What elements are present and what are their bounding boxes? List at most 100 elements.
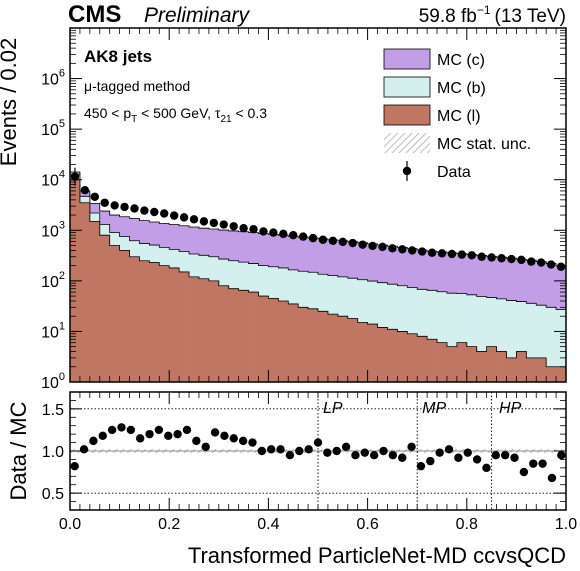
data-point-29 bbox=[358, 240, 367, 249]
bar-mc_l-26 bbox=[327, 314, 339, 382]
bar-mc_l-35 bbox=[417, 336, 428, 382]
bar-mc_b-36 bbox=[427, 290, 438, 382]
main-y-axis-label: Events / 0.02 bbox=[0, 38, 21, 166]
bar-mc_l-4 bbox=[109, 245, 120, 382]
ratio-y-tick-label-0: 0.5 bbox=[42, 486, 64, 503]
data-point-5 bbox=[120, 202, 129, 212]
data-point-43 bbox=[497, 254, 506, 263]
data-point-12 bbox=[189, 215, 199, 224]
ratio-point-37 bbox=[416, 461, 426, 471]
bar-mc_l-47 bbox=[536, 357, 547, 382]
data-point-25 bbox=[318, 235, 328, 244]
data-point-13 bbox=[199, 217, 209, 226]
legend-swatch-mc_c bbox=[383, 48, 431, 70]
bar-mc_l-13 bbox=[198, 278, 210, 382]
ratio-y-axis: 0.5 1.0 1.5 bbox=[42, 391, 566, 511]
ratio-point-31 bbox=[360, 448, 369, 457]
legend-label-mc_l: MC (l) bbox=[437, 108, 481, 125]
data-point-48 bbox=[546, 260, 556, 269]
data-point-20 bbox=[269, 228, 278, 237]
data-point-15 bbox=[219, 220, 228, 229]
ratio-content: LP MP HP bbox=[70, 392, 566, 510]
ratio-point-43 bbox=[472, 455, 482, 464]
data-point-40 bbox=[467, 251, 476, 260]
bar-mc_l-3 bbox=[99, 235, 111, 382]
bar-mc_l-15 bbox=[218, 285, 230, 382]
main-y-tick-label-5: 105 bbox=[41, 118, 65, 139]
lumi-label: 59.8 fb−1 (13 TeV) bbox=[419, 3, 566, 27]
data-point-41 bbox=[477, 252, 486, 261]
bar-mc_b-37 bbox=[437, 291, 448, 382]
data-point-46 bbox=[527, 257, 536, 266]
bar-mc_l-2 bbox=[89, 221, 101, 382]
ratio-point-38 bbox=[426, 456, 435, 466]
ratio-y-tick-label-1: 1.0 bbox=[42, 444, 64, 461]
bar-mc_l-5 bbox=[119, 250, 130, 382]
x-tick-label-2: 0.4 bbox=[257, 516, 279, 533]
ratio-point-6 bbox=[126, 425, 136, 435]
data-point-44 bbox=[507, 254, 516, 264]
ratio-point-9 bbox=[154, 425, 164, 435]
data-point-21 bbox=[279, 229, 288, 239]
main-y-tick-label-6: 106 bbox=[41, 68, 65, 89]
data-point-22 bbox=[289, 230, 298, 240]
data-point-16 bbox=[229, 222, 238, 231]
main-x-ticks bbox=[69, 28, 567, 382]
bar-mc_l-11 bbox=[179, 271, 190, 382]
x-tick-label-1: 0.2 bbox=[158, 516, 180, 533]
ratio-point-12 bbox=[182, 425, 192, 435]
ratio-y-tick-label-2: 1.5 bbox=[42, 402, 64, 419]
data-point-2 bbox=[90, 192, 100, 201]
ratio-y-axis-label: Data / MC bbox=[6, 401, 31, 500]
region-label-hp: HP bbox=[499, 400, 522, 417]
ratio-point-19 bbox=[248, 438, 257, 447]
legend: MC (c) MC (b) MC (l) MC stat. unc. Data bbox=[383, 48, 531, 181]
bar-mc_l-7 bbox=[139, 260, 150, 382]
ratio-point-3 bbox=[98, 431, 107, 441]
bar-mc_l-1 bbox=[79, 202, 91, 382]
bar-mc_l-8 bbox=[149, 262, 160, 382]
ratio-point-23 bbox=[285, 451, 295, 460]
bar-mc_l-10 bbox=[169, 267, 180, 382]
ratio-point-13 bbox=[192, 436, 201, 446]
bar-mc_l-23 bbox=[298, 307, 309, 382]
data-point-23 bbox=[298, 232, 308, 241]
bar-mc_l-49 bbox=[556, 366, 567, 382]
bar-mc_l-30 bbox=[367, 324, 378, 382]
ratio-point-1 bbox=[79, 445, 89, 454]
bar-mc_b-38 bbox=[446, 293, 458, 382]
bar-mc_l-37 bbox=[437, 342, 448, 382]
ratio-point-16 bbox=[220, 431, 229, 441]
ratio-point-46 bbox=[500, 451, 510, 460]
x-tick-label-3: 0.6 bbox=[356, 516, 378, 533]
legend-swatch-mc_l bbox=[383, 104, 431, 126]
data-point-24 bbox=[308, 233, 318, 243]
ratio-point-28 bbox=[332, 446, 341, 456]
legend-label-mc_c: MC (c) bbox=[437, 52, 485, 69]
data-point-19 bbox=[259, 227, 268, 236]
bar-mc_b-46 bbox=[526, 303, 537, 382]
bar-mc_l-36 bbox=[427, 339, 438, 382]
region-label-mp: MP bbox=[422, 400, 446, 417]
ratio-point-21 bbox=[267, 445, 276, 454]
data-point-30 bbox=[368, 241, 377, 251]
ratio-point-11 bbox=[173, 429, 182, 439]
ratio-point-25 bbox=[304, 445, 313, 454]
ratio-point-8 bbox=[145, 429, 154, 439]
data-point-26 bbox=[328, 236, 338, 245]
legend-label-mc_b: MC (b) bbox=[437, 80, 486, 97]
legend-marker-data bbox=[402, 166, 412, 176]
bar-mc_b-35 bbox=[417, 289, 428, 382]
x-tick-label-4: 0.8 bbox=[456, 516, 478, 533]
region-label-lp: LP bbox=[323, 400, 343, 417]
bar-mc_b-39 bbox=[456, 293, 468, 382]
ratio-point-14 bbox=[201, 442, 210, 451]
main-y-tick-label-2: 102 bbox=[41, 270, 65, 291]
bar-mc_b-48 bbox=[546, 307, 557, 382]
bar-mc_l-21 bbox=[278, 300, 289, 382]
ratio-point-26 bbox=[313, 438, 323, 447]
data-point-7 bbox=[140, 206, 149, 215]
ratio-point-29 bbox=[341, 442, 351, 451]
ratio-point-41 bbox=[454, 453, 463, 462]
